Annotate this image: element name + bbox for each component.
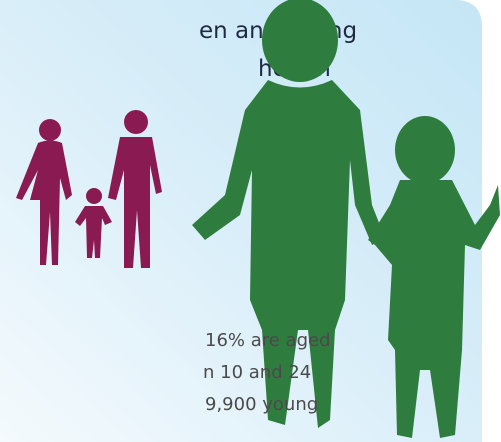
children-silhouette [192,0,500,438]
body-line: 16% are aged [205,330,331,351]
background-panel [0,0,482,442]
body-line: 9,900 young [205,394,318,415]
family-icon [16,110,162,268]
body-line: n 10 and 24 [203,362,311,383]
